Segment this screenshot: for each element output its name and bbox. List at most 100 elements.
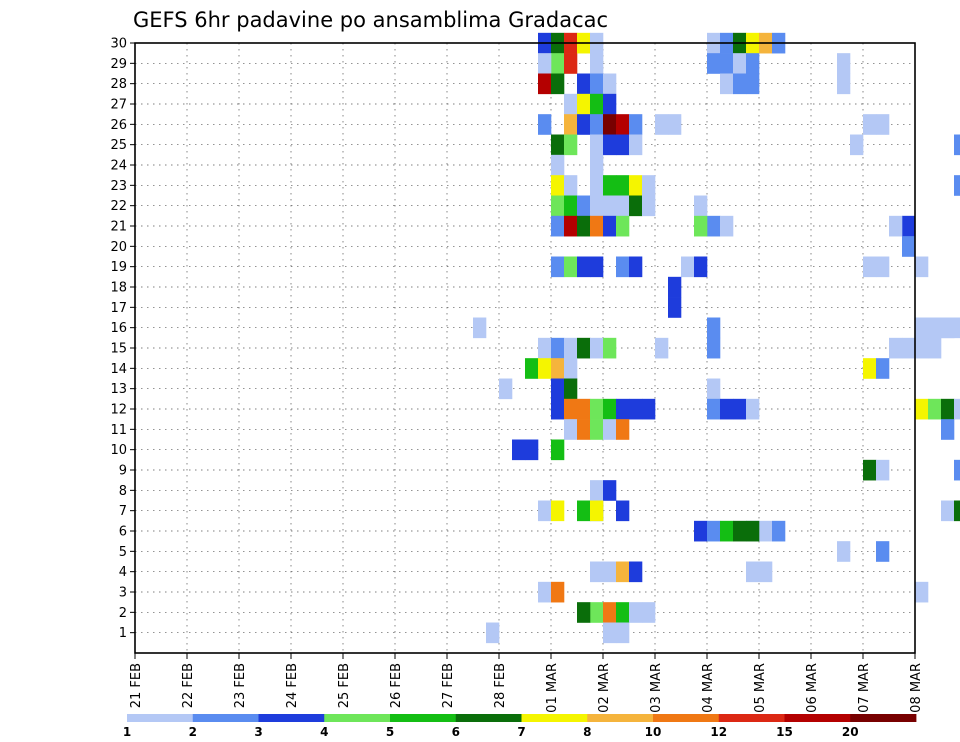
heatmap-cell xyxy=(525,439,539,461)
heatmap-cell xyxy=(941,317,955,339)
heatmap-cell xyxy=(577,114,591,135)
heatmap-cell xyxy=(603,561,617,583)
heatmap-cell xyxy=(889,215,903,237)
heatmap-cell xyxy=(603,398,617,420)
heatmap-cell xyxy=(876,541,890,562)
heatmap-cell xyxy=(564,114,578,135)
heatmap-cell xyxy=(551,256,565,278)
colorbar-label: 3 xyxy=(254,725,262,739)
x-tick-label: 27 FEB xyxy=(441,663,456,708)
heatmap-cell xyxy=(603,419,617,440)
x-tick-label: 24 FEB xyxy=(285,663,300,708)
heatmap-cell xyxy=(551,358,565,379)
colorbar-label: 20 xyxy=(842,725,859,739)
y-tick-label: 17 xyxy=(110,301,127,316)
heatmap-cell xyxy=(616,134,630,156)
heatmap-cell xyxy=(720,520,734,542)
colorbar-swatch xyxy=(390,714,457,722)
y-tick-label: 12 xyxy=(110,403,127,418)
heatmap-cell xyxy=(603,73,617,95)
heatmap-cell xyxy=(564,175,578,196)
colorbar-swatch xyxy=(324,714,391,722)
heatmap-cell xyxy=(733,398,747,420)
heatmap-cell xyxy=(954,134,960,156)
heatmap-cell xyxy=(746,398,760,420)
heatmap-cell xyxy=(590,195,604,217)
y-tick-label: 8 xyxy=(119,484,127,499)
y-tick-label: 20 xyxy=(110,240,127,255)
heatmap-cell xyxy=(876,256,890,278)
colorbar-swatch xyxy=(653,714,720,722)
colorbar-swatch xyxy=(850,714,917,722)
heatmap-cell xyxy=(551,195,565,217)
heatmap-cell xyxy=(629,114,643,135)
y-tick-label: 5 xyxy=(119,545,127,560)
heatmap-cell xyxy=(616,419,630,440)
heatmap-cell xyxy=(707,378,721,400)
heatmap-cell xyxy=(590,175,604,196)
heatmap-cell xyxy=(746,73,760,95)
x-tick-label: 22 FEB xyxy=(181,663,196,708)
heatmap-cell xyxy=(746,53,760,74)
y-tick-label: 30 xyxy=(110,37,127,52)
heatmap-cell xyxy=(655,114,669,135)
heatmap-cell xyxy=(629,561,643,583)
x-tick-label: 07 MAR xyxy=(857,663,872,713)
heatmap-cell xyxy=(603,602,617,623)
heatmap-cell xyxy=(915,337,929,359)
heatmap-cell xyxy=(590,93,604,115)
colorbar-swatch xyxy=(587,714,654,722)
heatmap-cell xyxy=(590,73,604,95)
heatmap-cell xyxy=(616,500,630,522)
heatmap-cell xyxy=(473,317,487,339)
heatmap-cell xyxy=(538,337,552,359)
y-tick-label: 4 xyxy=(119,565,127,580)
heatmap-cell xyxy=(668,114,682,135)
heatmap-cell xyxy=(564,195,578,217)
heatmap-cell xyxy=(954,317,960,339)
heatmap-cell xyxy=(837,53,851,74)
heatmap-cell xyxy=(590,398,604,420)
x-tick-label: 23 FEB xyxy=(233,663,248,708)
heatmap-cell xyxy=(590,134,604,156)
heatmap-cell xyxy=(928,398,942,420)
heatmap-cell xyxy=(551,73,565,95)
y-tick-label: 7 xyxy=(119,504,127,519)
heatmap-cell xyxy=(902,236,916,257)
heatmap-cell xyxy=(863,114,877,135)
heatmap-cell xyxy=(694,215,708,237)
heatmap-cell xyxy=(915,256,929,278)
heatmap-cell xyxy=(564,358,578,379)
y-tick-label: 22 xyxy=(110,199,127,214)
heatmap-cell xyxy=(577,419,591,440)
cell-layer xyxy=(473,32,960,644)
heatmap-cell xyxy=(629,134,643,156)
heatmap-cell xyxy=(707,520,721,542)
heatmap-cell xyxy=(876,459,890,481)
heatmap-cell xyxy=(642,398,656,420)
heatmap-cell xyxy=(616,622,630,644)
heatmap-cell xyxy=(538,581,552,603)
y-tick-label: 18 xyxy=(110,281,127,296)
heatmap-cell xyxy=(551,439,565,461)
heatmap-cell xyxy=(538,500,552,522)
heatmap-cell xyxy=(590,500,604,522)
heatmap-cell xyxy=(837,73,851,95)
heatmap-cell xyxy=(551,378,565,400)
heatmap-cell xyxy=(564,419,578,440)
heatmap-cell xyxy=(551,500,565,522)
heatmap-cell xyxy=(616,256,630,278)
heatmap-cell xyxy=(486,622,500,644)
heatmap-cell xyxy=(538,53,552,74)
heatmap-cell xyxy=(603,480,617,501)
x-tick-label: 02 MAR xyxy=(597,663,612,713)
heatmap-cell xyxy=(642,195,656,217)
heatmap-cell xyxy=(954,500,960,522)
heatmap-cell xyxy=(707,215,721,237)
heatmap-cell xyxy=(681,256,695,278)
heatmap-cell xyxy=(616,602,630,623)
heatmap-cell xyxy=(629,195,643,217)
heatmap-cell xyxy=(603,215,617,237)
